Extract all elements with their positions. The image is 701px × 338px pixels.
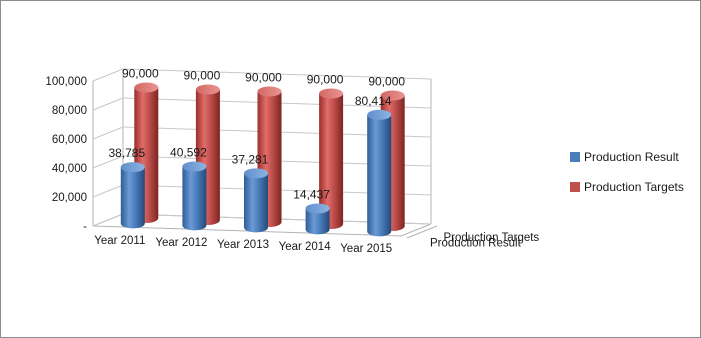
gridline-side xyxy=(92,97,124,111)
bar-body xyxy=(305,208,330,235)
data-label: 40,592 xyxy=(170,146,207,160)
bar-production-targets-year-2014 xyxy=(319,88,344,230)
x-tick-label: Year 2013 xyxy=(217,239,269,251)
bar-production-result-year-2012 xyxy=(182,161,207,231)
legend-label: Production Targets xyxy=(584,180,684,194)
bar-top xyxy=(120,162,145,173)
bar-top xyxy=(257,86,282,97)
gridline-side xyxy=(92,126,124,140)
legend: Production Result Production Targets xyxy=(570,150,684,194)
bar-production-result-year-2013 xyxy=(244,168,268,233)
legend-swatch xyxy=(570,182,580,192)
legend-item-production-targets: Production Targets xyxy=(570,180,684,194)
gridline-side xyxy=(92,68,124,82)
data-label: 90,000 xyxy=(307,73,344,87)
x-tick-label: Year 2014 xyxy=(279,241,332,253)
series-production-targets: 90,000 90,000 90,000 90,000 90,000 xyxy=(122,67,405,231)
y-axis: - 20,000 40,000 60,000 80,000 100,000 xyxy=(45,76,87,233)
y-tick-label: 20,000 xyxy=(52,192,87,204)
legend-label: Production Result xyxy=(584,150,679,164)
legend-item-production-result: Production Result xyxy=(570,150,679,164)
bar-production-result-year-2011 xyxy=(120,162,145,229)
bar-top xyxy=(244,168,268,179)
depth-axis-line xyxy=(406,225,438,239)
bar-body xyxy=(182,166,207,231)
x-tick-label: Year 2012 xyxy=(155,237,207,249)
legend-swatch xyxy=(570,152,580,162)
y-tick-label: 100,000 xyxy=(45,76,87,88)
bar-top xyxy=(380,90,405,101)
bar-top xyxy=(182,161,207,172)
y-tick-label: - xyxy=(83,221,87,233)
gridline-side xyxy=(92,184,124,198)
data-label: 90,000 xyxy=(184,69,221,83)
series-production-result: 38,785 40,592 37,281 14,437 80,414 xyxy=(108,94,392,237)
bar-body xyxy=(120,167,145,229)
y-tick-label: 40,000 xyxy=(52,163,87,175)
depth-tick-label: Production Targets xyxy=(444,232,540,244)
x-axis: Year 2011 Year 2012 Year 2013 Year 2014 Year… xyxy=(94,235,392,255)
plot-area: 90,000 90,000 90,000 90,000 90,000 38,785 40,5… xyxy=(108,67,405,237)
data-label: 90,000 xyxy=(368,75,405,89)
data-label: 80,414 xyxy=(355,94,392,108)
bar-top xyxy=(305,203,330,214)
data-label: 90,000 xyxy=(245,71,282,85)
gridline-back xyxy=(122,68,432,80)
bar-body xyxy=(319,93,344,230)
bar-top xyxy=(367,109,392,120)
bar-body xyxy=(367,114,392,237)
data-label: 14,437 xyxy=(293,187,330,201)
data-label: 37,281 xyxy=(232,152,269,166)
bar-production-result-year-2015 xyxy=(367,109,392,237)
bar-body xyxy=(244,173,268,233)
y-tick-label: 60,000 xyxy=(52,134,87,146)
bar-top xyxy=(319,88,344,99)
bar-top xyxy=(134,82,159,93)
data-label: 90,000 xyxy=(122,67,159,81)
y-tick-label: 80,000 xyxy=(52,105,87,117)
bar-production-result-year-2014 xyxy=(305,203,330,235)
bar-top xyxy=(195,84,220,95)
x-tick-label: Year 2011 xyxy=(94,235,145,247)
x-tick-label: Year 2015 xyxy=(340,243,392,255)
gridline-side xyxy=(92,155,124,169)
gridline-side xyxy=(92,213,124,227)
depth-tick-label: Production Result xyxy=(430,237,522,249)
data-label: 38,785 xyxy=(108,146,145,160)
